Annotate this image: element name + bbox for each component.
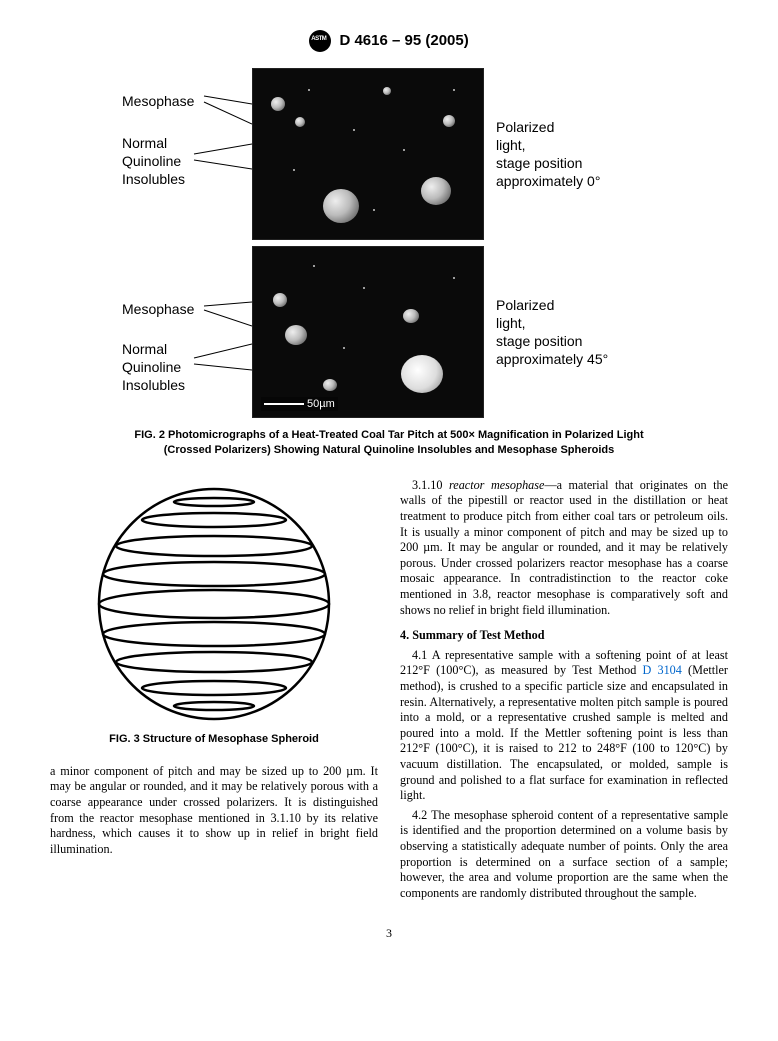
- rb1: Polarized: [496, 296, 656, 314]
- left-labels-top: Mesophase Normal Quinoline Insolubles: [122, 74, 252, 234]
- left-para-continuation: a minor component of pitch and may be si…: [50, 764, 378, 858]
- term-3-1-10: reactor mesophase: [449, 478, 544, 492]
- rt1: Polarized: [496, 118, 656, 136]
- arrow-lines-bot: [122, 252, 252, 412]
- right-label-bot: Polarized light, stage position approxim…: [484, 296, 656, 369]
- link-d3104[interactable]: D 3104: [643, 663, 682, 677]
- micrograph-bot: 50µm: [252, 246, 484, 418]
- micrograph-row-top: Mesophase Normal Quinoline Insolubles: [50, 68, 728, 240]
- right-label-top: Polarized light, stage position approxim…: [484, 118, 656, 191]
- fig3-spheroid-diagram: [94, 484, 334, 724]
- designation: D 4616 – 95 (2005): [339, 32, 468, 49]
- num-4-2: 4.2: [412, 808, 427, 822]
- para-3-1-10: 3.1.10 reactor mesophase—a material that…: [400, 478, 728, 618]
- scalebar-text: 50µm: [307, 398, 335, 410]
- page-header: D 4616 – 95 (2005): [50, 30, 728, 52]
- astm-logo-icon: [309, 30, 331, 52]
- fig2-caption-l1: FIG. 2 Photomicrographs of a Heat-Treate…: [100, 428, 678, 443]
- figure-2-block: Mesophase Normal Quinoline Insolubles: [50, 68, 728, 458]
- right-column: 3.1.10 reactor mesophase—a material that…: [400, 478, 728, 906]
- two-column-body: FIG. 3 Structure of Mesophase Spheroid a…: [50, 478, 728, 906]
- left-column: FIG. 3 Structure of Mesophase Spheroid a…: [50, 478, 378, 906]
- page-number: 3: [50, 926, 728, 941]
- fig3-caption: FIG. 3 Structure of Mesophase Spheroid: [50, 732, 378, 746]
- body-3-1-10: —a material that originates on the walls…: [400, 478, 728, 617]
- p4-1-post: (Mettler method), is crushed to a specif…: [400, 663, 728, 802]
- micrograph-row-bot: Mesophase Normal Quinoline Insolubles: [50, 246, 728, 418]
- micrograph-top: [252, 68, 484, 240]
- rb2: light,: [496, 314, 656, 332]
- scalebar: 50µm: [261, 397, 338, 411]
- rt3: stage position: [496, 154, 656, 172]
- section-4-head: 4. Summary of Test Method: [400, 628, 728, 644]
- para-4-2: 4.2 The mesophase spheroid content of a …: [400, 808, 728, 902]
- num-4-1: 4.1: [412, 648, 427, 662]
- num-3-1-10: 3.1.10: [412, 478, 442, 492]
- rt4: approximately 0°: [496, 172, 656, 190]
- para-4-1: 4.1 A representative sample with a softe…: [400, 648, 728, 804]
- rb3: stage position: [496, 332, 656, 350]
- fig2-caption: FIG. 2 Photomicrographs of a Heat-Treate…: [100, 428, 678, 458]
- body-4-2: The mesophase spheroid content of a repr…: [400, 808, 728, 900]
- rb4: approximately 45°: [496, 350, 656, 368]
- arrow-lines-top: [122, 74, 252, 234]
- rt2: light,: [496, 136, 656, 154]
- fig2-caption-l2: (Crossed Polarizers) Showing Natural Qui…: [100, 443, 678, 458]
- left-labels-bot: Mesophase Normal Quinoline Insolubles: [122, 252, 252, 412]
